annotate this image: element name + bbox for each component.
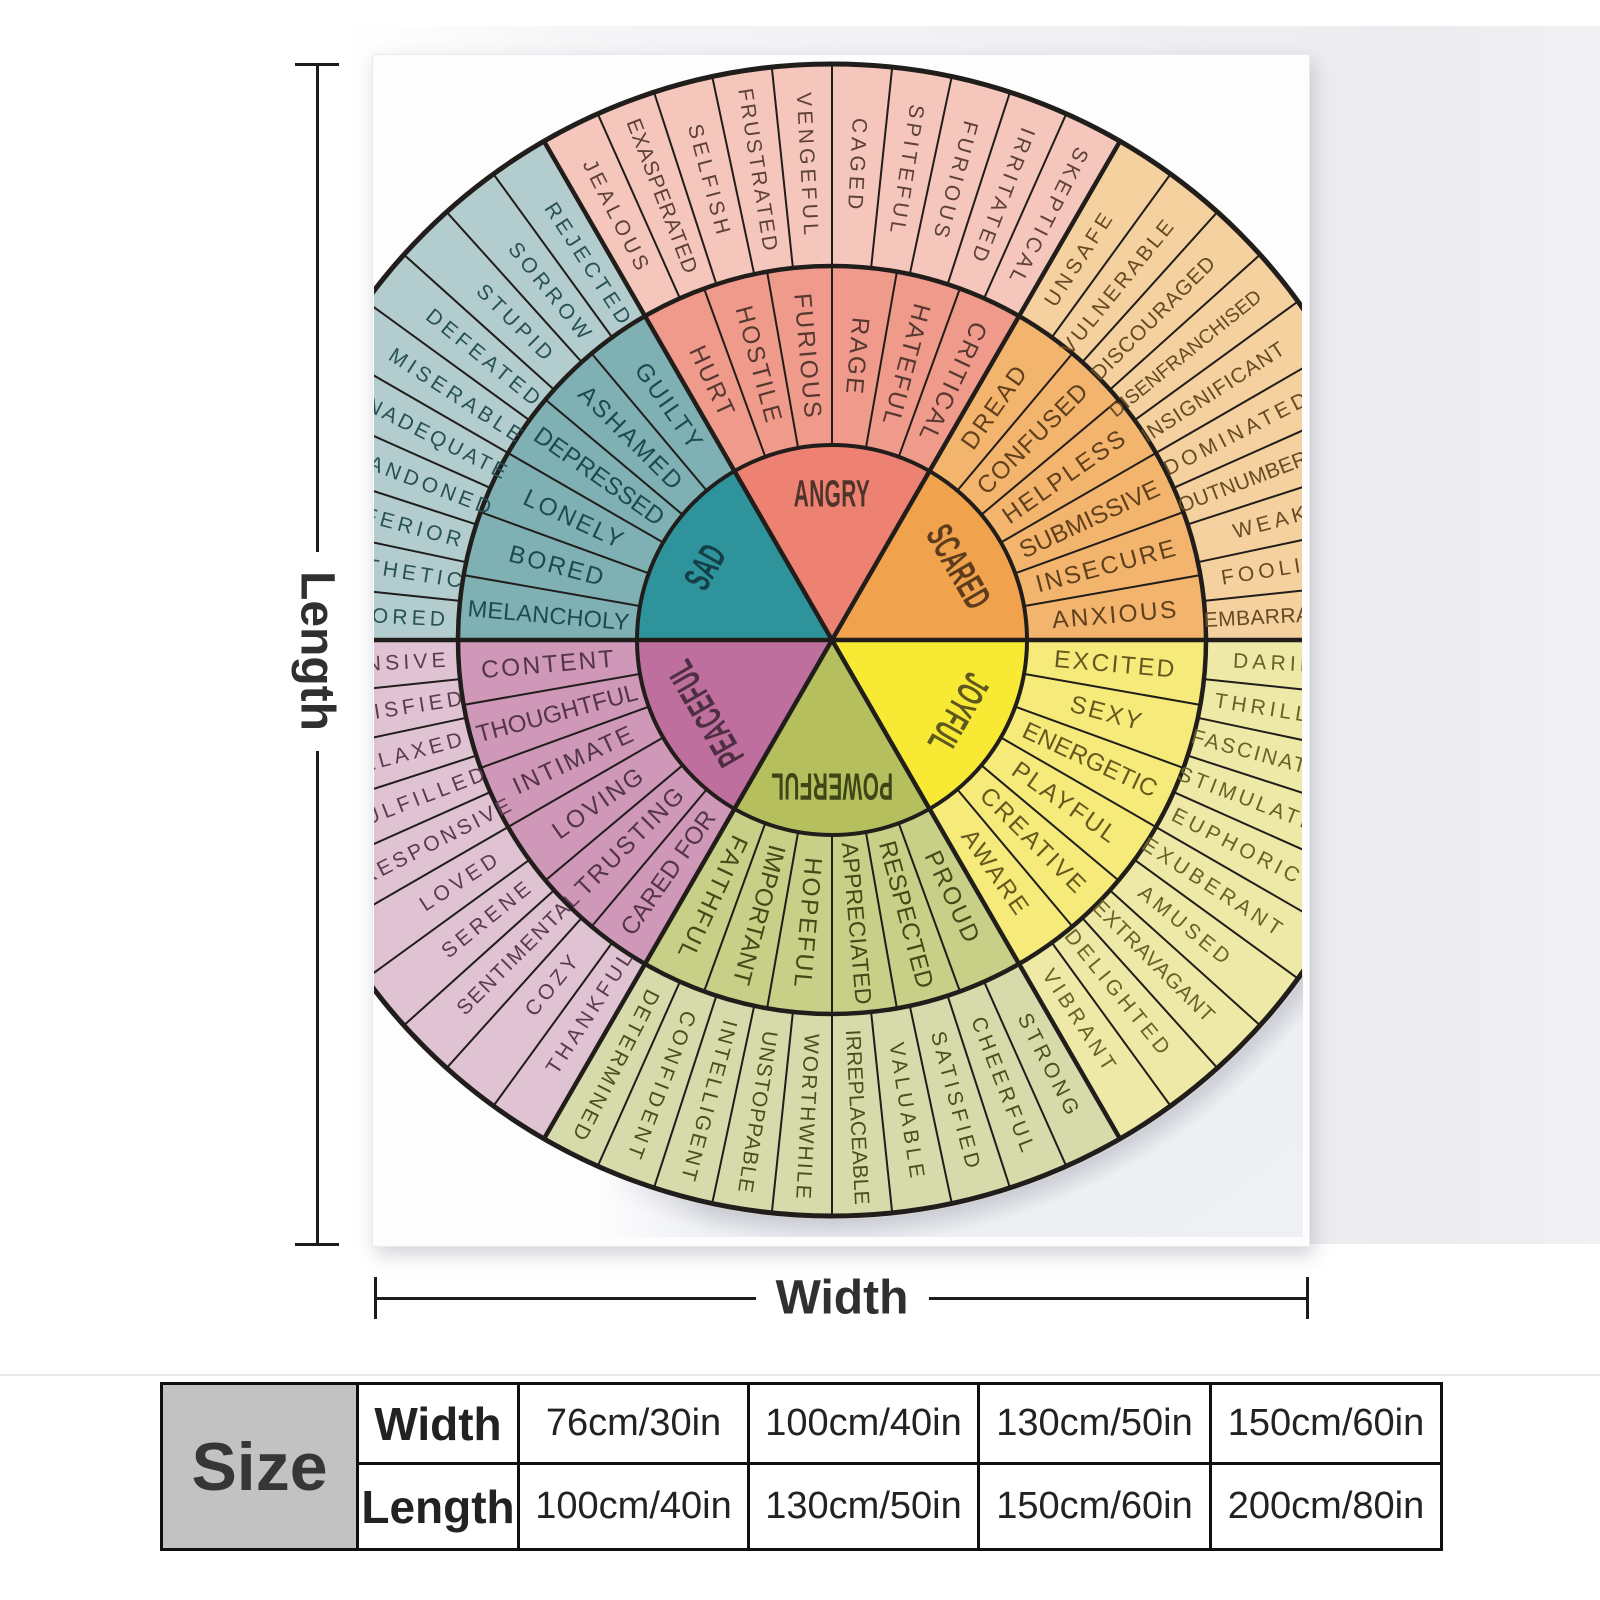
svg-text:CAGED: CAGED — [843, 117, 871, 214]
svg-text:ANGRY: ANGRY — [794, 473, 870, 515]
svg-text:POWERFUL: POWERFUL — [771, 765, 893, 807]
